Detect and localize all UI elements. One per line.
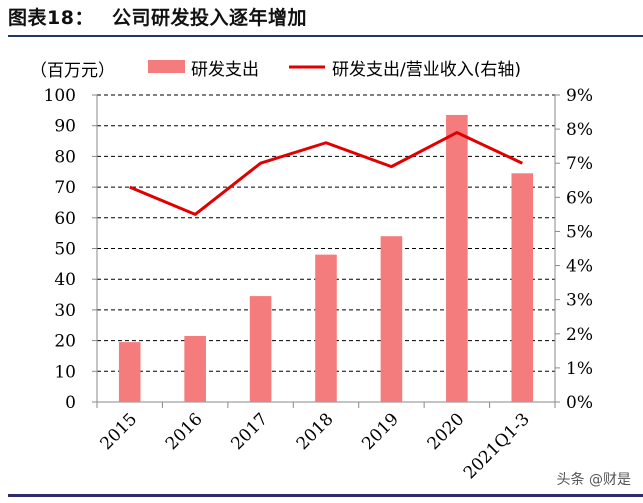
x-tick-label: 2017 [227,409,272,454]
y-left-tick-label: 30 [54,301,76,321]
y-left-tick-label: 20 [54,332,76,352]
watermark-text: 头条 @财是 [556,472,631,488]
x-tick-label: 2021Q1-3 [460,409,534,483]
y-left-tick-label: 80 [54,147,76,167]
figure-title: 图表18： 公司研发投入逐年增加 [8,3,307,30]
top-rule [8,35,643,37]
y-unit-label: （百万元） [30,61,115,81]
bar-series [118,114,534,402]
y-left-tick-label: 40 [54,270,76,290]
bar [380,236,403,402]
bar [118,342,141,402]
y-left-tick-label: 70 [54,178,76,198]
figure-label: 图表18： [8,7,94,29]
legend-line-label: 研发支出/营业收入(右轴) [332,60,521,80]
y-left-tick-label: 0 [65,393,76,413]
y-left-tick-label: 10 [54,362,76,382]
y-right-tick-label: 6% [566,188,593,208]
y-right-tick-label: 1% [566,359,593,379]
bar [446,114,468,402]
y-right-tick-label: 5% [566,222,593,242]
bar [184,335,206,402]
x-tick-label: 2020 [424,409,469,454]
bar [315,254,337,402]
y-right-tick-label: 2% [566,325,593,345]
y-left-tick-label: 50 [54,240,76,260]
line-series [129,131,523,216]
ratio-line [129,131,523,216]
bottom-rule [8,494,643,497]
y-right-tick-label: 7% [566,154,593,174]
y-left-tick-label: 100 [44,86,76,106]
y-left-tick-label: 60 [54,209,76,229]
x-tick-label: 2016 [162,409,207,454]
bar [511,173,534,402]
legend-bar-label: 研发支出 [191,60,259,80]
gridlines [97,94,555,372]
y-right-tick-label: 0% [566,393,593,413]
x-tick-label: 2018 [293,409,338,454]
y-left-tick-label: 90 [54,117,76,137]
y-right-tick-label: 9% [566,86,593,106]
figure-title-text: 公司研发投入逐年增加 [111,7,307,29]
x-tick-label: 2019 [358,409,403,454]
y-right-tick-label: 4% [566,257,593,277]
legend: （百万元） 研发支出 研发支出/营业收入(右轴) [30,60,521,81]
legend-bar-swatch [148,60,185,73]
bar [249,296,272,402]
x-tick-label: 2015 [97,409,142,454]
axes [92,94,560,408]
y-right-tick-label: 8% [566,120,593,140]
y-right-tick-label: 3% [566,291,593,311]
